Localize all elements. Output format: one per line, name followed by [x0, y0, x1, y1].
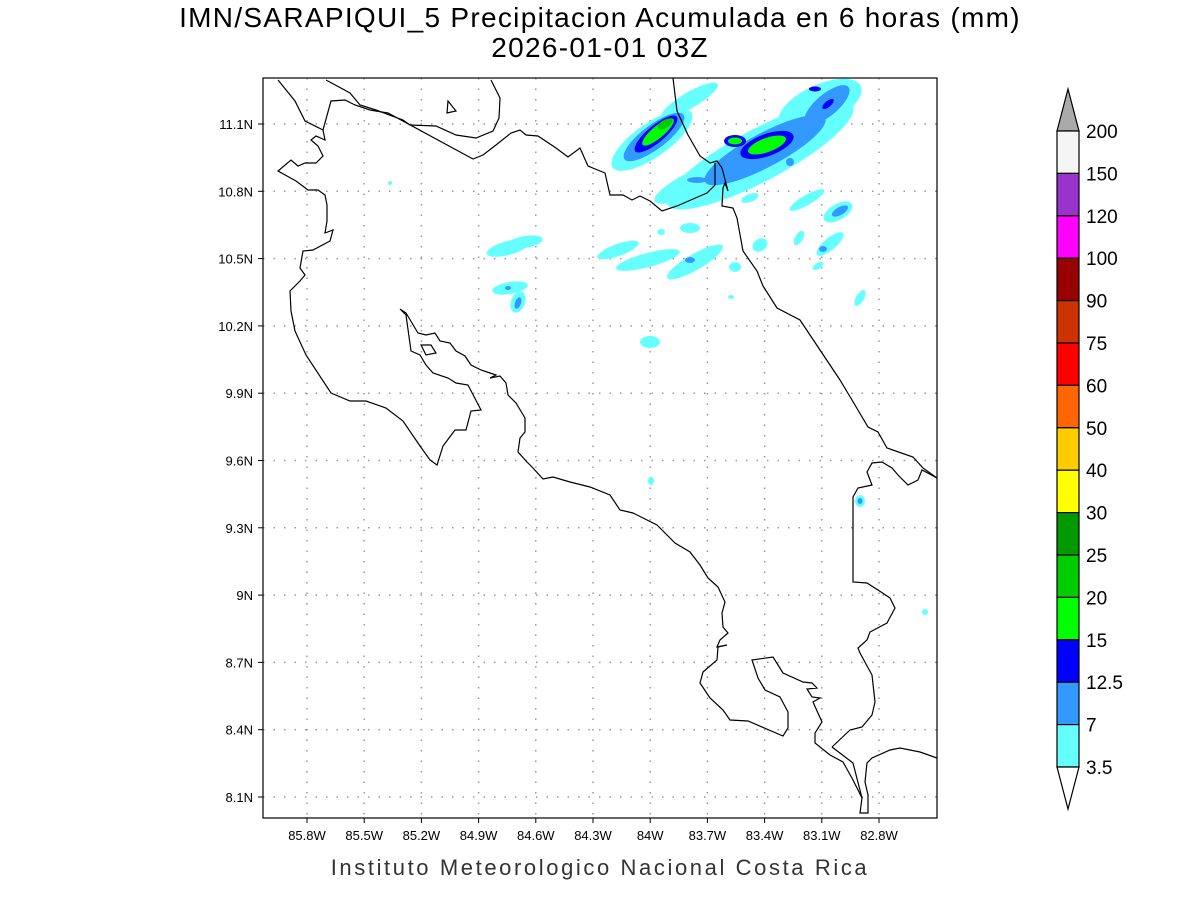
colorbar-swatch	[1056, 554, 1080, 599]
precipitation-field	[276, 78, 937, 814]
colorbar-swatch	[1056, 300, 1080, 344]
lon-tick-label: 84.6W	[517, 828, 555, 843]
colorbar-label: 15	[1086, 631, 1107, 652]
longitude-axis: 85.8W 85.5W 85.2W 84.9W 84.6W 84.3W 84W 83.7W 83…	[288, 818, 899, 843]
colorbar-label: 30	[1086, 504, 1107, 525]
colorbar-swatch	[1056, 639, 1080, 683]
coastlines	[276, 78, 937, 814]
colorbar-swatch	[1056, 130, 1080, 175]
footer-credit: Instituto Meteorologico Nacional Costa R…	[330, 855, 870, 880]
colorbar-under-arrow	[1056, 766, 1080, 812]
lat-tick-label: 10.2N	[218, 319, 253, 334]
lat-tick-label: 9.6N	[226, 454, 253, 469]
lat-tick-label: 8.7N	[226, 655, 253, 670]
lon-tick-label: 83.7W	[689, 828, 727, 843]
colorbar-swatch	[1056, 469, 1080, 514]
lat-tick-label: 9.9N	[226, 386, 253, 401]
colorbar-label: 12.5	[1086, 673, 1123, 694]
colorbar-swatch	[1056, 681, 1080, 726]
colorbar-swatch	[1056, 723, 1080, 768]
colorbar-label: 7	[1086, 716, 1097, 737]
rain-cell-nw	[611, 82, 718, 171]
colorbar-swatch	[1056, 257, 1080, 302]
colorbar-label: 25	[1086, 546, 1107, 567]
lon-tick-label: 84W	[637, 828, 664, 843]
colorbar-label: 50	[1086, 419, 1107, 440]
latitude-axis: 11.1N 10.8N 10.5N 10.2N 9.9N 9.6N 9.3N 9N 8.7N 8.…	[218, 117, 263, 805]
map-valid-time: 2026-01-01 03Z	[491, 32, 709, 63]
lon-tick-label: 85.8W	[288, 828, 326, 843]
colorbar-over-arrow	[1056, 86, 1080, 132]
colorbar-swatch	[1056, 427, 1080, 471]
map-frame	[262, 77, 938, 819]
colorbar-label: 3.5	[1086, 758, 1112, 779]
colorbar-swatch	[1056, 172, 1080, 217]
colorbar-label: 75	[1086, 334, 1107, 355]
lat-tick-label: 9.3N	[226, 521, 253, 536]
colorbar-label: 100	[1086, 249, 1118, 270]
lon-tick-label: 85.2W	[403, 828, 441, 843]
colorbar-label: 200	[1086, 122, 1118, 143]
rain-cells-moderate	[505, 205, 863, 504]
rain-cells-scattered	[388, 181, 928, 615]
colorbar-swatch	[1056, 596, 1080, 641]
lat-tick-label: 8.4N	[226, 723, 253, 738]
lon-tick-label: 82.8W	[860, 828, 898, 843]
lat-tick-label: 9N	[236, 588, 253, 603]
colorbar-label: 150	[1086, 164, 1118, 185]
lon-tick-label: 84.3W	[574, 828, 612, 843]
lat-tick-label: 10.5N	[218, 252, 253, 267]
lon-tick-label: 85.5W	[345, 828, 383, 843]
lon-tick-label: 83.1W	[803, 828, 841, 843]
colorbar-swatch	[1056, 511, 1080, 556]
colorbar-swatch	[1056, 384, 1080, 429]
colorbar-label: 20	[1086, 588, 1107, 609]
rain-cell-ne	[654, 78, 862, 210]
colorbar-swatch	[1056, 215, 1080, 259]
colorbar-label: 120	[1086, 207, 1118, 228]
colorbar-label: 90	[1086, 292, 1107, 313]
lon-tick-label: 83.4W	[746, 828, 784, 843]
colorbar-label: 40	[1086, 461, 1107, 482]
colorbar-swatch	[1056, 342, 1080, 387]
lat-tick-label: 8.1N	[226, 790, 253, 805]
lat-tick-label: 10.8N	[218, 184, 253, 199]
lon-tick-label: 84.9W	[460, 828, 498, 843]
map-title: IMN/SARAPIQUI_5 Precipitacion Acumulada …	[179, 2, 1021, 33]
grid-lines	[263, 78, 937, 818]
colorbar-legend: 200 150 120 100 90 75 60 50 40 30 25 20 15 12.5 7 3.5	[1056, 86, 1123, 812]
lat-tick-label: 11.1N	[219, 117, 253, 132]
colorbar-label: 60	[1086, 376, 1107, 397]
